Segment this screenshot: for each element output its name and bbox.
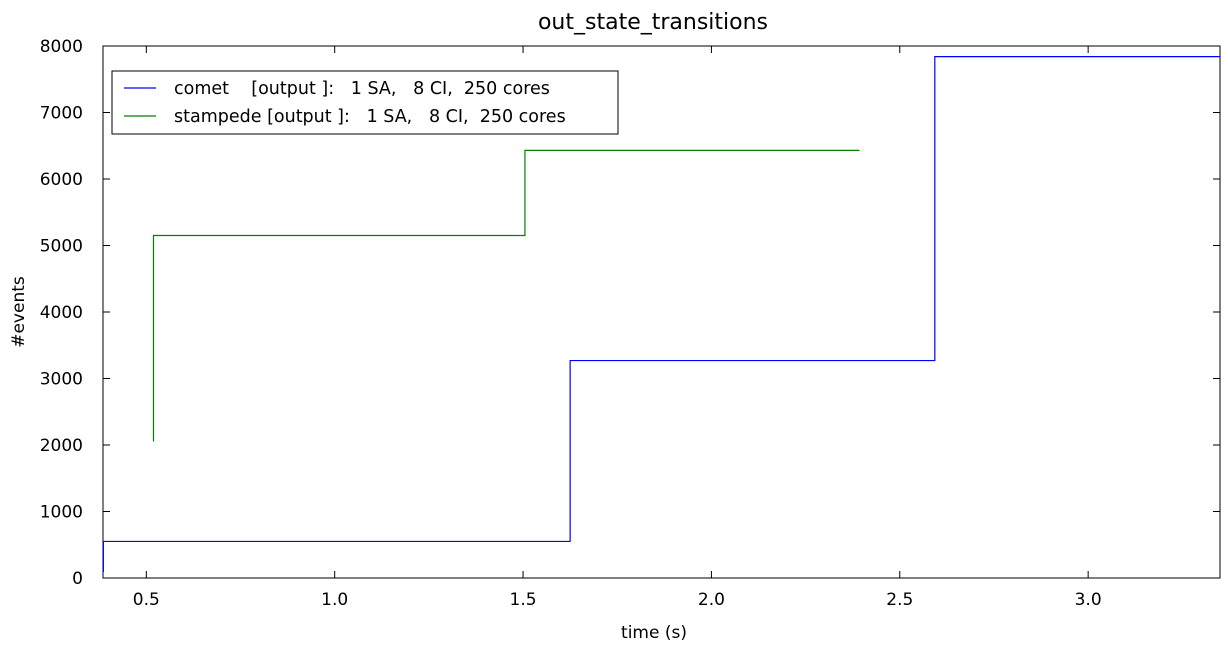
y-tick-label: 1000 [40, 503, 83, 523]
y-tick-label: 6000 [40, 170, 83, 190]
y-tick-label: 4000 [40, 303, 83, 323]
series-line-0 [102, 56, 1220, 572]
legend: comet [output ]: 1 SA, 8 CI, 250 cores st… [111, 70, 619, 135]
x-tick-label: 1.5 [510, 590, 537, 610]
legend-label-1: stampede [output ]: 1 SA, 8 CI, 250 core… [174, 107, 566, 127]
x-tick-label: 1.0 [321, 590, 348, 610]
series-line-1 [152, 149, 860, 442]
legend-entries: comet [output ]: 1 SA, 8 CI, 250 cores st… [124, 79, 566, 127]
x-tick-label: 2.5 [886, 590, 913, 610]
ticks: 0.5 1.0 1.5 2.0 2.5 3.0 0 1000 2000 3000 4000 5000 6… [40, 37, 1220, 610]
series-group [102, 56, 1220, 572]
y-tick-label: 0 [72, 569, 83, 589]
x-tick-label: 0.5 [133, 590, 160, 610]
x-tick-label: 3.0 [1075, 590, 1102, 610]
y-axis-label: #events [9, 276, 29, 348]
x-axis-label: time (s) [621, 623, 687, 643]
y-tick-label: 2000 [40, 436, 83, 456]
y-tick-label: 8000 [40, 37, 83, 57]
y-tick-label: 3000 [40, 370, 83, 390]
x-tick-label: 2.0 [698, 590, 725, 610]
y-tick-label: 5000 [40, 237, 83, 257]
legend-label-0: comet [output ]: 1 SA, 8 CI, 250 cores [174, 79, 550, 99]
y-tick-label: 7000 [40, 104, 83, 124]
legend-box [111, 70, 619, 135]
chart-title: out_state_transitions [538, 10, 768, 35]
